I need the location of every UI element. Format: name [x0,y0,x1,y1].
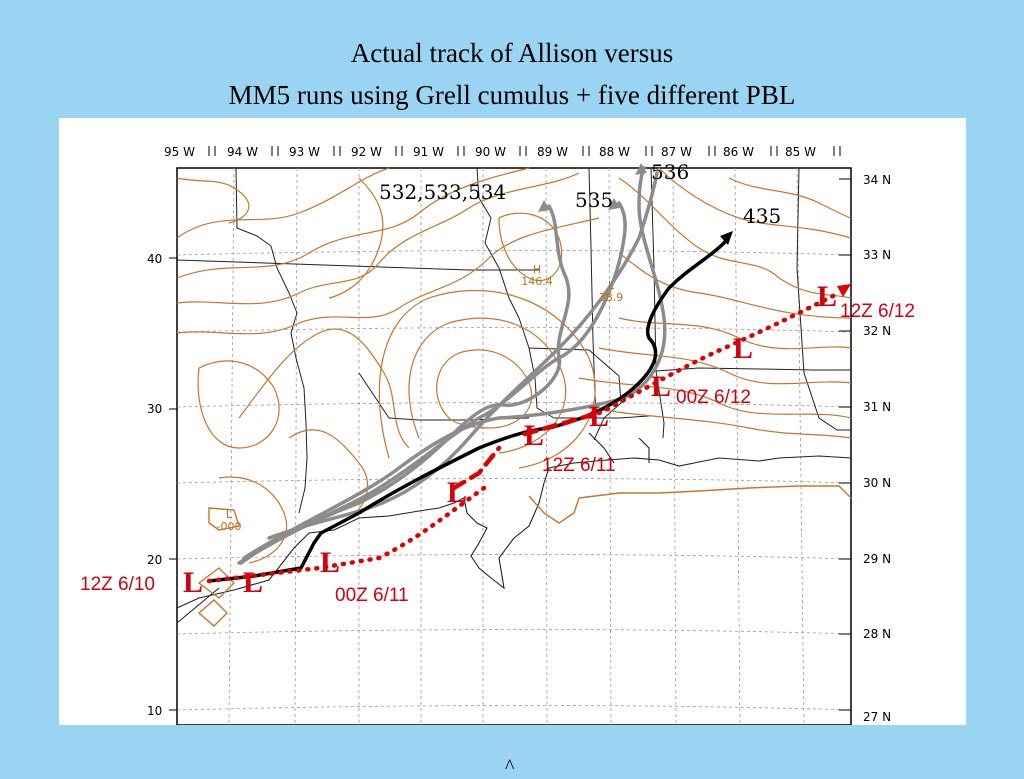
lat-label-27: 27 N [863,710,891,724]
lon-label-95: 95 W [164,145,195,159]
lon-label-89: 89 W [537,145,568,159]
low-marker-2-letter: L [225,508,233,521]
low-center-18z-611: L [589,400,610,433]
lon-label-93: 93 W [289,145,320,159]
run-label-535: 535 [575,188,614,212]
left-axis-label-40: 40 [147,252,162,266]
high-marker: H 146.4 [521,264,553,288]
map-frame [176,167,852,725]
lon-label-86: 86 W [723,145,754,159]
coastline [176,432,852,624]
right-ticks [169,178,851,711]
arrowhead-536 [635,163,647,175]
map-panel: 95 W 94 W 93 W 92 W 91 W 90 W 89 W 88 W … [59,118,966,725]
low-center-06z-611: L [447,476,468,509]
high-marker-value: 146.4 [521,275,553,288]
left-axis-label-20: 20 [147,553,162,567]
low-marker-1-letter: L [607,279,615,292]
track-map: 95 W 94 W 93 W 92 W 91 W 90 W 89 W 88 W … [147,145,891,725]
time-label-00z-611: 00Z 6/11 [335,585,409,606]
left-axis-label-10: 10 [147,704,162,718]
lat-label-32: 32 N [863,324,891,338]
lat-label-34: 34 N [863,173,891,187]
run-label-532-533-534: 532,533,534 [379,180,507,204]
lat-label-29: 29 N [863,552,891,566]
top-ticks [208,146,841,156]
lat-label-30: 30 N [863,476,891,490]
low-marker-1-value: 38.9 [598,291,624,304]
observed-track [206,290,842,584]
lon-label-92: 92 W [351,145,382,159]
lat-label-28: 28 N [863,627,891,641]
footnote-caret: ^ [505,756,515,778]
lon-label-91: 91 W [413,145,444,159]
low-center-00z-611: L [320,546,341,579]
low-center-12z-610: L [183,566,204,599]
left-axis-label-30: 30 [147,402,162,416]
low-center-18z-610: L [243,566,264,599]
high-marker-letter: H [532,263,542,276]
time-label-00z-612: 00Z 6/12 [676,387,751,408]
slide-title-line-2: MM5 runs using Grell cumulus + five diff… [228,80,796,110]
offshore-boundary [197,485,852,627]
observed-arrowhead [837,284,851,297]
arrowhead-435 [720,231,733,245]
lat-label-31: 31 N [863,400,891,414]
lon-label-94: 94 W [227,145,258,159]
time-label-12z-611: 12Z 6/11 [542,455,616,476]
low-center-12z-611: L [524,419,545,452]
lat-label-33: 33 N [863,248,891,262]
run-label-536: 536 [651,160,690,184]
lon-label-87: 87 W [661,145,692,159]
low-marker-2: L -000 [213,509,245,533]
lon-label-88: 88 W [599,145,630,159]
low-marker-1: L 38.9 [595,280,627,304]
low-center-12z-612: L [817,280,838,313]
low-center-06z-612: L [733,332,754,365]
height-contours [176,167,852,564]
run-label-435: 435 [743,204,782,228]
slide-title-line-1: Actual track of Allison versus [350,38,674,68]
track-536 [242,166,667,560]
time-label-12z-612: 12Z 6/12 [840,301,915,322]
arrowhead-532 [538,200,550,212]
arrowhead-535 [608,198,620,210]
time-label-12z-610: 12Z 6/10 [80,574,155,595]
low-center-00z-612: L [651,370,672,403]
lon-label-85: 85 W [785,145,816,159]
graticule [176,167,852,725]
lon-label-90: 90 W [475,145,506,159]
low-marker-2-value: -000 [216,520,242,533]
track-435 [208,234,731,583]
